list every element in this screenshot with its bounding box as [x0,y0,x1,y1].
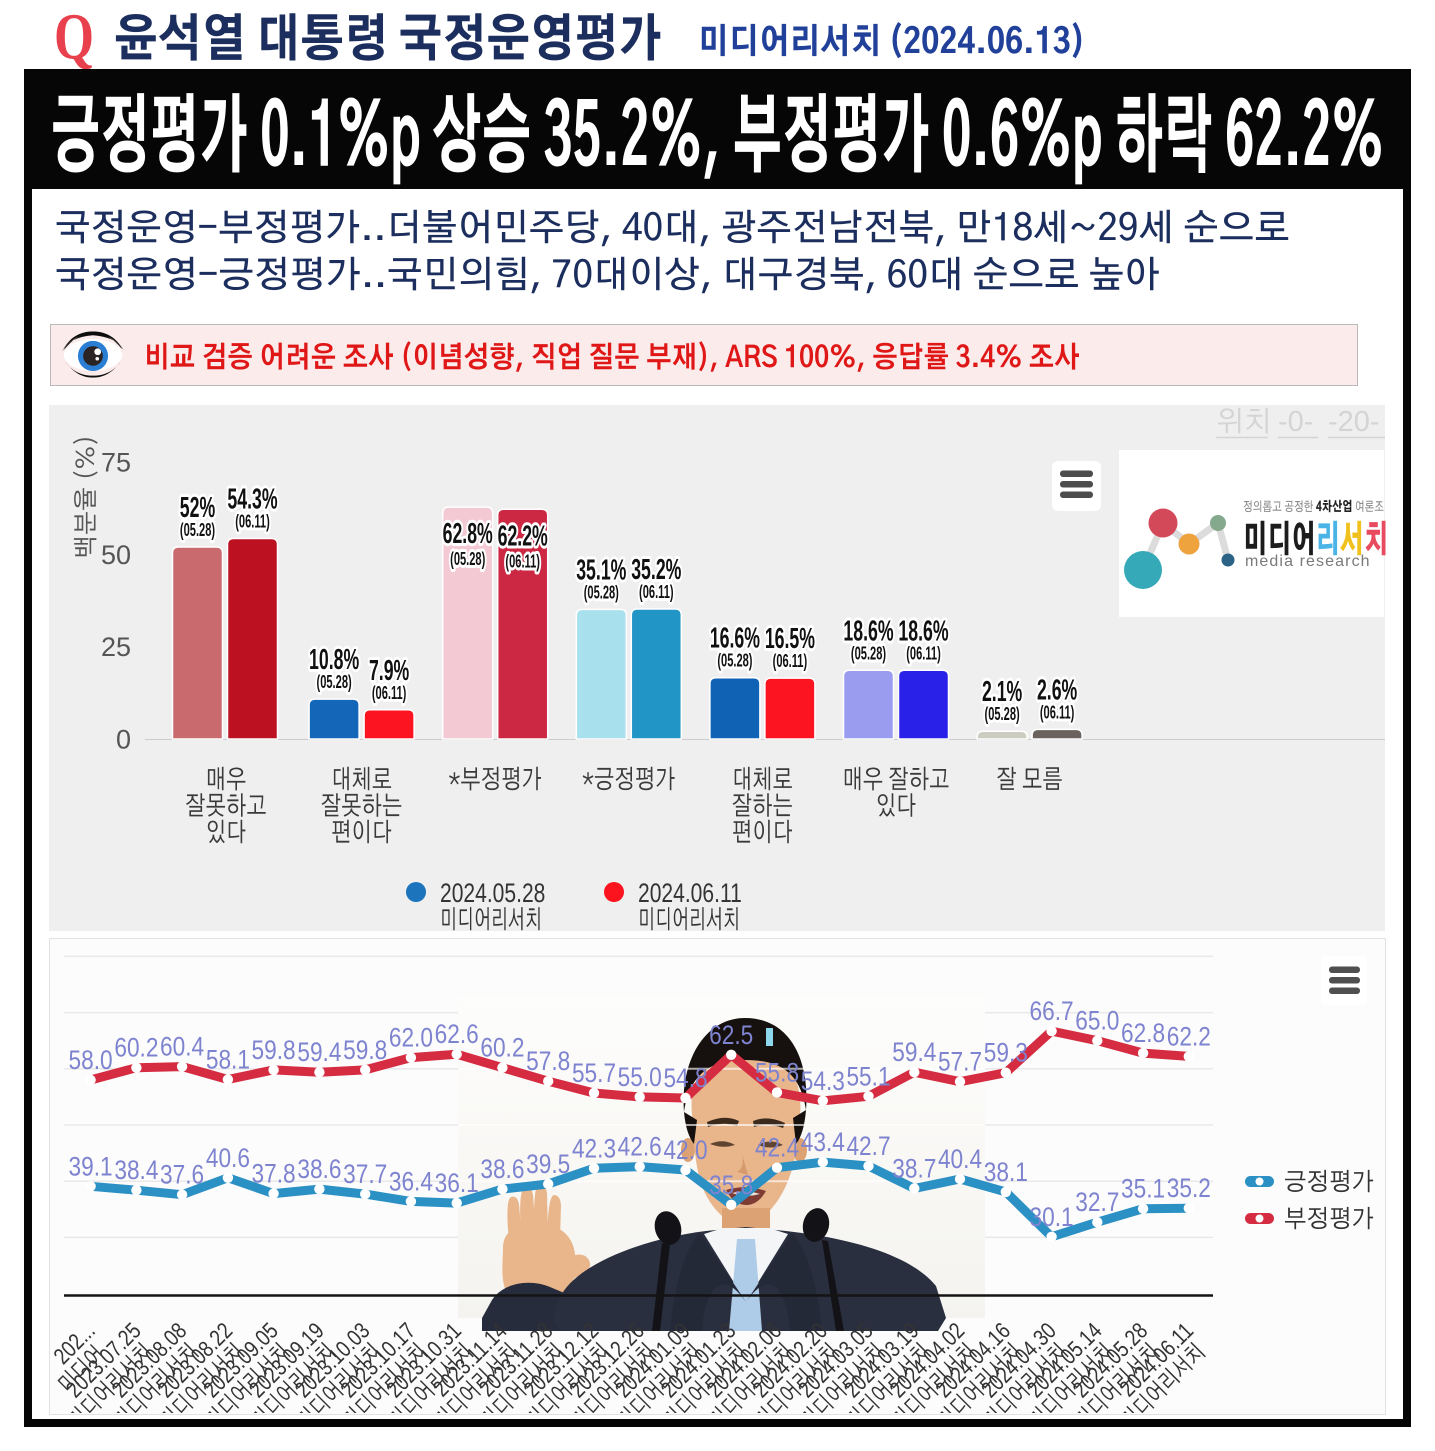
svg-text:54.3%: 54.3% [227,483,277,516]
svg-text:10.8%: 10.8% [309,644,359,677]
svg-text:39.5: 39.5 [526,1149,570,1179]
svg-text:35.1: 35.1 [1121,1174,1165,1204]
svg-text:42.3: 42.3 [572,1133,616,1163]
svg-text:2.1%: 2.1% [982,676,1022,709]
svg-text:59.8: 59.8 [252,1035,296,1065]
svg-text:38.6: 38.6 [297,1154,341,1184]
svg-text:75: 75 [101,448,131,478]
svg-text:55.8: 55.8 [755,1058,799,1088]
svg-text:62.5: 62.5 [709,1020,753,1050]
svg-text:65.0: 65.0 [1075,1006,1119,1036]
svg-text:36.4: 36.4 [389,1167,433,1197]
svg-text:37.8: 37.8 [252,1159,296,1189]
svg-text:(06.11): (06.11) [906,644,941,665]
svg-text:32.7: 32.7 [1075,1187,1119,1217]
svg-text:18.6%: 18.6% [898,615,948,648]
svg-text:7.9%: 7.9% [369,654,409,687]
svg-text:62.8%: 62.8% [443,518,493,551]
svg-text:59.4: 59.4 [297,1037,341,1067]
svg-text:35.1%: 35.1% [576,554,626,587]
svg-text:35.2: 35.2 [1167,1173,1211,1203]
svg-text:(05.28): (05.28) [180,520,215,541]
svg-text:66.7: 66.7 [1030,996,1074,1026]
svg-text:(05.28): (05.28) [317,672,352,693]
svg-text:(06.11): (06.11) [505,552,540,573]
svg-text:42.0: 42.0 [663,1135,707,1165]
svg-text:42.6: 42.6 [618,1132,662,1162]
svg-text:(05.28): (05.28) [717,651,752,672]
svg-text:2024.05.28: 2024.05.28 [440,879,545,909]
svg-text:40.4: 40.4 [938,1144,982,1174]
svg-text:25: 25 [101,632,131,662]
svg-text:62.0: 62.0 [389,1023,433,1053]
svg-text:38.6: 38.6 [480,1154,524,1184]
svg-text:55.0: 55.0 [618,1062,662,1092]
svg-text:-20-: -20- [1328,406,1380,438]
svg-text:(06.11): (06.11) [639,582,674,603]
svg-text:62.2%: 62.2% [498,520,548,553]
svg-text:55.1: 55.1 [846,1061,890,1091]
svg-text:36.1: 36.1 [435,1168,479,1198]
svg-text:(05.28): (05.28) [450,549,485,570]
svg-text:37.7: 37.7 [343,1159,387,1189]
svg-text:(06.11): (06.11) [372,683,407,704]
svg-text:58.0: 58.0 [69,1045,113,1075]
svg-text:38.4: 38.4 [114,1155,158,1185]
svg-text:18.6%: 18.6% [843,615,893,648]
svg-text:59.8: 59.8 [343,1035,387,1065]
svg-text:35.2%: 35.2% [631,554,681,587]
svg-text:35.8: 35.8 [709,1170,753,1200]
svg-text:(05.28): (05.28) [851,644,886,665]
svg-text:38.1: 38.1 [984,1157,1028,1187]
svg-text:59.3: 59.3 [984,1038,1028,1068]
svg-text:62.2: 62.2 [1167,1022,1211,1052]
svg-text:40.6: 40.6 [206,1143,250,1173]
svg-text:30.1: 30.1 [1030,1202,1074,1232]
svg-text:50: 50 [101,540,131,570]
svg-text:55.7: 55.7 [572,1058,616,1088]
svg-text:(06.11): (06.11) [773,651,808,672]
svg-text:59.4: 59.4 [892,1037,936,1067]
svg-text:37.6: 37.6 [160,1160,204,1190]
svg-text:54.3: 54.3 [801,1066,845,1096]
svg-text:52%: 52% [180,492,215,525]
svg-text:58.1: 58.1 [206,1045,250,1075]
svg-text:media research: media research [1245,553,1371,570]
svg-text:57.7: 57.7 [938,1047,982,1077]
svg-text:54.8: 54.8 [663,1063,707,1093]
svg-text:(05.28): (05.28) [985,704,1020,725]
svg-text:-0-: -0- [1278,406,1313,438]
svg-text:57.8: 57.8 [526,1046,570,1076]
svg-text:(05.28): (05.28) [584,583,619,604]
svg-text:42.7: 42.7 [846,1131,890,1161]
svg-text:42.4: 42.4 [755,1133,799,1163]
svg-text:43.4: 43.4 [801,1127,845,1157]
svg-text:62.6: 62.6 [435,1019,479,1049]
svg-text:60.2: 60.2 [480,1033,524,1063]
svg-text:16.6%: 16.6% [710,622,760,655]
svg-text:38.7: 38.7 [892,1154,936,1184]
svg-text:39.1: 39.1 [69,1151,113,1181]
svg-text:16.5%: 16.5% [765,623,815,656]
svg-text:60.4: 60.4 [160,1032,204,1062]
svg-text:(06.11): (06.11) [235,512,270,533]
svg-text:0: 0 [116,725,131,755]
svg-text:60.2: 60.2 [114,1033,158,1063]
svg-text:(06.11): (06.11) [1040,703,1075,724]
svg-text:62.8: 62.8 [1121,1018,1165,1048]
svg-text:2024.06.11: 2024.06.11 [638,879,742,909]
svg-text:2.6%: 2.6% [1037,674,1077,707]
